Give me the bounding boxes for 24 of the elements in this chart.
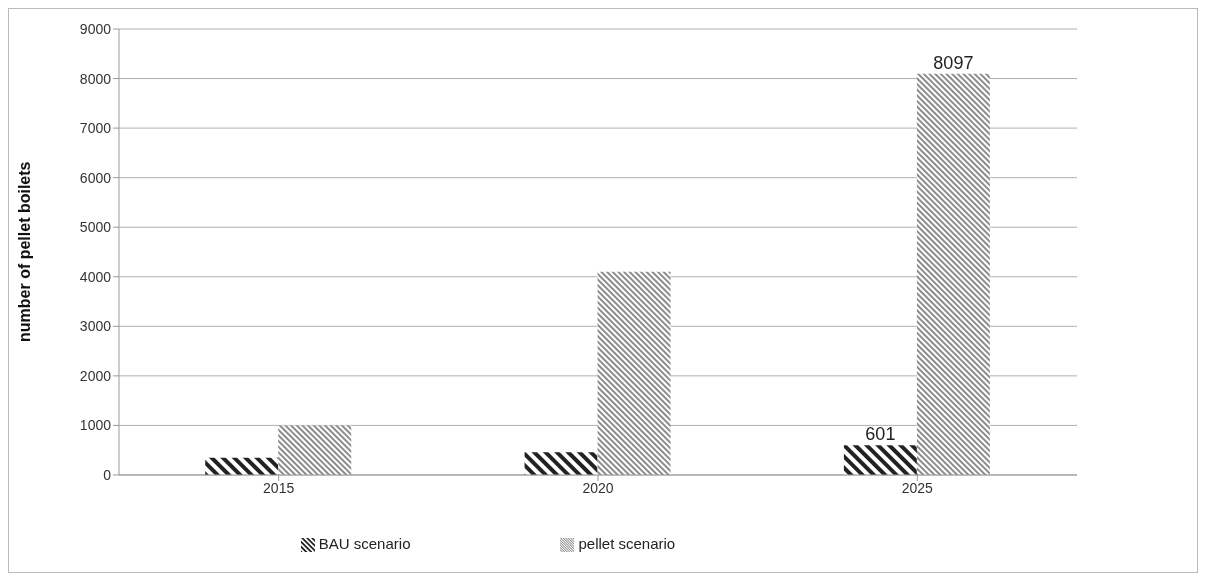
x-tick-label: 2025 [901, 479, 934, 496]
legend-label: pellet scenario [578, 534, 676, 552]
y-tick-label: 7000 [79, 120, 112, 137]
y-tick-label: 3000 [79, 318, 112, 335]
data-label: 8097 [933, 52, 974, 73]
bar [843, 445, 917, 475]
x-tick-label: 2015 [263, 479, 295, 496]
y-tick-label: 5000 [79, 219, 112, 236]
bar [916, 73, 990, 475]
y-tick-label: 1000 [79, 417, 112, 434]
legend-label: BAU scenario [318, 534, 411, 552]
y-tick-label: 6000 [79, 169, 112, 186]
y-tick-label: 0 [103, 466, 112, 483]
bar [205, 457, 279, 475]
y-tick-label: 2000 [79, 367, 112, 384]
bar [278, 425, 352, 475]
bar [597, 271, 671, 475]
y-tick-label: 8000 [79, 70, 112, 87]
data-label: 601 [865, 424, 896, 445]
y-tick-label: 4000 [79, 268, 112, 285]
x-tick-label: 2020 [582, 479, 614, 496]
bar [524, 452, 598, 475]
y-tick-label: 9000 [79, 20, 112, 37]
y-axis-title: number of pellet boilets [15, 161, 33, 342]
